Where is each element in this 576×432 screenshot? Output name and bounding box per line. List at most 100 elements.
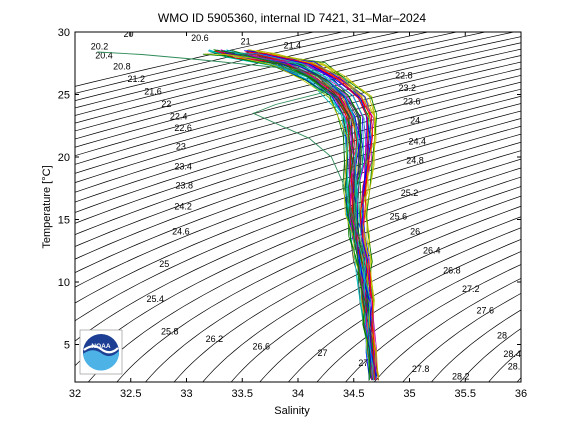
x-tick-label: 35: [403, 388, 415, 400]
density-contour-line: [75, 110, 521, 260]
density-contour-label: 27.8: [412, 364, 430, 374]
density-contour-label: 21.4: [284, 40, 302, 50]
density-contour-line: [75, 75, 521, 203]
density-contour-label: 20.2: [91, 42, 109, 52]
density-contour-line: [75, 42, 521, 157]
density-contour-label: 25: [159, 259, 169, 269]
density-contour-line: [75, 81, 521, 213]
density-contour-line: [430, 309, 521, 382]
density-contour-line: [373, 277, 521, 382]
profile-line: [213, 49, 371, 377]
x-tick-label: 36: [515, 388, 527, 400]
y-tick-label: 5: [64, 340, 70, 352]
density-contour-line: [230, 216, 521, 382]
outlier-profile-line: [97, 51, 366, 258]
density-contour-line: [87, 167, 521, 382]
density-contour-line: [116, 176, 521, 382]
profile-line: [246, 51, 375, 380]
density-contour-line: [75, 55, 521, 174]
density-contour-label: 20: [124, 29, 134, 39]
density-contour-label: 28.4: [503, 349, 521, 359]
density-contour-label: 27.6: [477, 305, 495, 315]
chart-title: WMO ID 5905360, internal ID 7421, 31–Mar…: [158, 11, 426, 25]
density-contour-label: 26.6: [252, 342, 270, 352]
profile-line: [257, 53, 376, 380]
density-contour-line: [75, 32, 516, 140]
density-contour-line: [287, 238, 521, 382]
density-contour-label: 27.2: [462, 284, 480, 294]
density-contour-label: 22.8: [395, 70, 413, 80]
density-contour-line: [75, 103, 521, 247]
profile-series: [97, 49, 380, 381]
density-contour-line: [345, 264, 521, 382]
density-contour-label: 22.6: [174, 123, 192, 133]
density-contour-line: [402, 292, 521, 382]
density-contour-label: 20.6: [191, 33, 209, 43]
density-contour-line: [75, 133, 521, 304]
density-contour-line: [259, 227, 521, 382]
density-contour-label: 23: [176, 142, 186, 152]
density-contour-line: [75, 32, 373, 102]
density-contour-label: 28.8: [508, 362, 526, 372]
density-contour-label: 24.6: [172, 227, 190, 237]
profile-line: [217, 51, 373, 379]
y-tick-label: 15: [58, 215, 70, 227]
density-contour-line: [75, 32, 487, 132]
density-contour-label: 25.8: [161, 327, 179, 337]
density-contour-label: 25.4: [147, 294, 165, 304]
density-contour-line: [75, 32, 316, 87]
noaa-logo: NOAA: [79, 329, 123, 375]
profile-line: [249, 49, 377, 380]
density-contour-label: 26.2: [206, 334, 224, 344]
density-contour-label: 24.8: [406, 155, 424, 165]
density-contour-line: [173, 195, 521, 382]
density-contour-line: [75, 118, 521, 274]
density-contour-label: 23.6: [403, 97, 421, 107]
density-contour-label: 28: [497, 330, 507, 340]
x-tick-label: 35.5: [455, 388, 476, 400]
density-contour-line: [75, 32, 430, 116]
x-tick-label: 32: [69, 388, 81, 400]
x-tick-label: 33.5: [232, 388, 253, 400]
density-contour-labels: 2020.220.420.620.82121.221.421.62222.422…: [91, 29, 526, 382]
profile-line: [235, 53, 375, 381]
profile-line: [208, 50, 370, 381]
density-contour-line: [75, 61, 521, 184]
density-contour-line: [145, 186, 521, 382]
density-contour-label: 23.4: [174, 162, 192, 172]
density-contour-label: 21: [241, 37, 251, 47]
density-contour-label: 24.4: [409, 137, 427, 147]
y-tick-label: 25: [58, 90, 70, 102]
x-tick-label: 33: [180, 388, 192, 400]
y-tick-label: 30: [58, 27, 70, 39]
density-contour-label: 22: [161, 99, 171, 109]
density-contour-line: [75, 48, 521, 165]
density-contour-label: 26.4: [423, 245, 441, 255]
density-contour-line: [75, 32, 402, 109]
x-tick-label: 34: [292, 388, 304, 400]
density-contour-label: 20.4: [95, 50, 113, 60]
axis-ticks: 32 32.5 33 33.5 34 34.5 35 35.5 36 5 10 15 20 25 30: [58, 27, 527, 400]
density-contour-line: [202, 205, 521, 382]
density-contour-label: 25.2: [401, 188, 419, 198]
y-tick-label: 10: [58, 277, 70, 289]
density-contour-label: 21.6: [144, 87, 162, 97]
profile-line: [224, 52, 374, 380]
x-axis-label: Salinity: [274, 405, 310, 417]
x-tick-label: 32.5: [120, 388, 141, 400]
density-contour-label: 27: [318, 348, 328, 358]
density-contour-label: 26.8: [443, 265, 461, 275]
density-contour-label: 23.8: [176, 180, 194, 190]
density-contour-label: 24.2: [174, 202, 192, 212]
profile-line: [204, 53, 373, 376]
y-axis-label: Temperature [°C]: [41, 165, 53, 248]
density-contour-label: 21.2: [128, 74, 146, 84]
y-tick-label: 20: [58, 152, 70, 164]
density-contour-label: 26: [410, 227, 420, 237]
density-contour-label: 20.8: [113, 62, 131, 72]
logo-text: NOAA: [91, 343, 110, 350]
profile-line: [246, 50, 377, 378]
density-contour-label: 23.2: [399, 83, 417, 93]
